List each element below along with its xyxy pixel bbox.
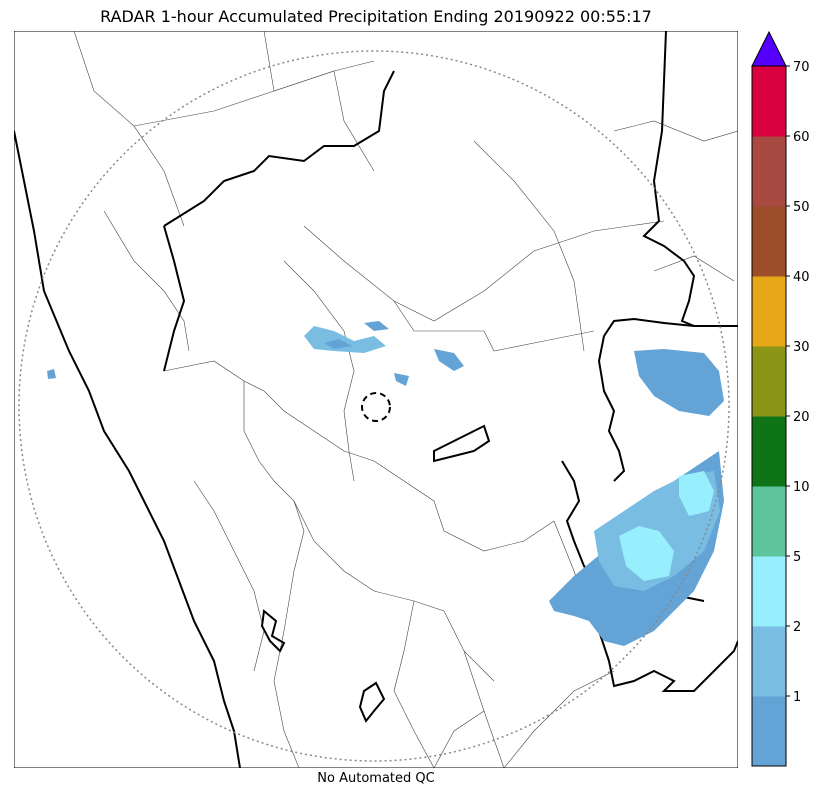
map-frame [14,31,738,768]
radar-site-marker [361,392,391,422]
colorbar-segment [752,346,786,417]
echo-moderate-rain [304,326,386,353]
echo-heavier-rain [679,471,714,516]
colorbar-tick-label: 40 [793,270,810,285]
echo-light-rain [324,339,352,349]
colorbar-tick-label: 50 [793,200,810,215]
colorbar-segment [752,486,786,557]
colorbar-tick-label: 1 [793,690,801,705]
state-boundaries [14,31,738,768]
colorbar-tick-label: 70 [793,60,810,75]
colorbar-tick-label: 20 [793,410,810,425]
colorbar-tick-label: 10 [793,480,810,495]
colorbar-segment [752,66,786,137]
map-title: RADAR 1-hour Accumulated Precipitation E… [100,7,652,26]
colorbar-tick-label: 5 [793,550,801,565]
colorbar-segment [752,206,786,277]
echo-heavier-rain [619,526,674,581]
colorbar-segment [752,276,786,347]
echo-light-rain [364,321,389,331]
precipitation-colorbar: 1 2 5 10 20 30 40 50 60 70 [751,30,810,767]
colorbar-tick-label: 60 [793,130,810,145]
qc-status-note: No Automated QC [317,771,435,786]
colorbar-tick-label: 30 [793,340,810,355]
echo-light-rain [434,349,464,371]
colorbar-segment [752,626,786,697]
district-boundaries [73,31,738,768]
colorbar-segment [752,416,786,487]
colorbar-segment [752,696,786,767]
colorbar-segment [752,556,786,627]
colorbar-tick-label: 2 [793,620,801,635]
radar-map[interactable] [14,31,738,768]
colorbar-segment [752,136,786,207]
echo-light-rain [634,349,724,416]
echo-light-rain [394,373,409,386]
colorbar-extend-arrow [751,30,787,67]
radar-range-ring [18,50,730,762]
precipitation-echoes [47,321,724,646]
echo-light-rain [47,369,56,379]
